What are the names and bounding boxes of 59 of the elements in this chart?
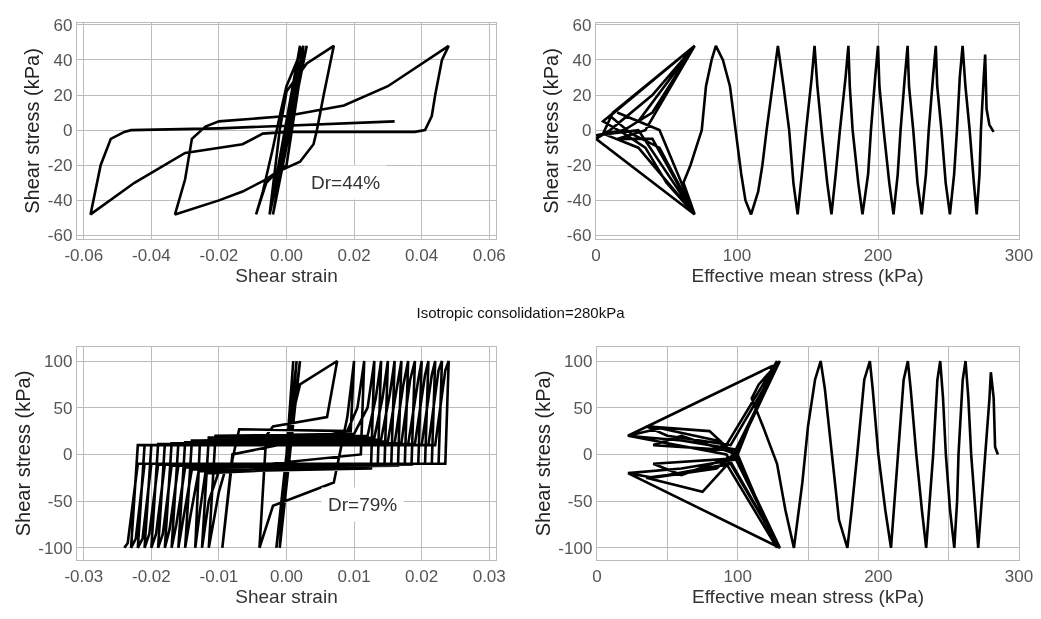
y-axis-title: Shear stress (kPa) — [540, 48, 563, 214]
y-tick-label: -20 — [47, 156, 73, 176]
annotation: Dr=79% — [328, 494, 398, 515]
annotation: Dr=44% — [311, 172, 381, 193]
y-tick-label: 40 — [53, 50, 73, 70]
y-tick-label: 20 — [572, 85, 592, 105]
y-tick-label: 20 — [53, 85, 73, 105]
x-tick-label: 200 — [863, 245, 893, 265]
y-tick-label: 60 — [572, 15, 592, 35]
line-series — [626, 359, 1000, 550]
y-axis-title: Shear stress (kPa) — [11, 370, 34, 537]
y-tick-label: -40 — [566, 191, 592, 211]
x-tick-label: 0.06 — [472, 245, 506, 265]
y-tick-label: -60 — [566, 226, 592, 246]
x-tick-label: -0.03 — [64, 566, 104, 586]
chart-title: Isotropic consolidation=280kPa — [415, 304, 626, 321]
y-tick-label: -50 — [47, 492, 73, 512]
y-tick-label: -60 — [47, 226, 73, 246]
y-tick-label: -100 — [38, 538, 73, 558]
y-tick-label: 0 — [582, 445, 593, 465]
y-tick-label: -20 — [566, 156, 592, 176]
y-tick-label: 40 — [572, 50, 592, 70]
x-tick-label: -0.02 — [131, 566, 171, 586]
x-tick-label: -0.06 — [64, 245, 104, 265]
y-tick-label: 50 — [53, 398, 73, 418]
x-axis-title: Effective mean stress (kPa) — [692, 585, 924, 607]
x-tick-label: 100 — [723, 566, 752, 586]
x-tick-label: -0.02 — [199, 245, 239, 265]
y-tick-label: 100 — [564, 351, 593, 371]
y-tick-label: 60 — [53, 15, 73, 35]
x-tick-label: 0.02 — [405, 566, 439, 586]
x-axis-title: Shear strain — [235, 264, 338, 286]
y-tick-label: -50 — [567, 492, 593, 512]
line-series — [596, 44, 995, 216]
y-tick-label: 0 — [62, 445, 73, 465]
x-axis-title: Shear strain — [235, 585, 338, 607]
x-axis-title: Effective mean stress (kPa) — [691, 264, 924, 286]
x-tick-label: 0.01 — [337, 566, 371, 586]
y-tick-label: 0 — [581, 121, 592, 141]
x-tick-label: 0.00 — [269, 245, 304, 265]
line-series — [89, 44, 450, 216]
x-tick-label: -0.04 — [131, 245, 171, 265]
y-tick-label: 0 — [62, 121, 73, 141]
y-axis-title: Shear stress (kPa) — [531, 370, 554, 537]
x-tick-label: 0.02 — [337, 245, 371, 265]
y-tick-label: -100 — [558, 538, 593, 558]
x-tick-label: 300 — [1004, 566, 1034, 586]
line-series — [123, 359, 450, 550]
x-tick-label: 0.04 — [405, 245, 439, 265]
y-tick-label: 50 — [573, 398, 593, 418]
x-tick-label: -0.01 — [199, 566, 239, 586]
x-tick-label: 200 — [864, 566, 893, 586]
y-tick-label: -40 — [47, 191, 73, 211]
x-tick-label: 300 — [1004, 245, 1034, 265]
x-tick-label: 100 — [722, 245, 752, 265]
y-tick-label: 100 — [44, 351, 73, 371]
x-tick-label: 0.00 — [269, 566, 304, 586]
y-axis-title: Shear stress (kPa) — [21, 48, 44, 214]
x-tick-label: 0.03 — [472, 566, 506, 586]
